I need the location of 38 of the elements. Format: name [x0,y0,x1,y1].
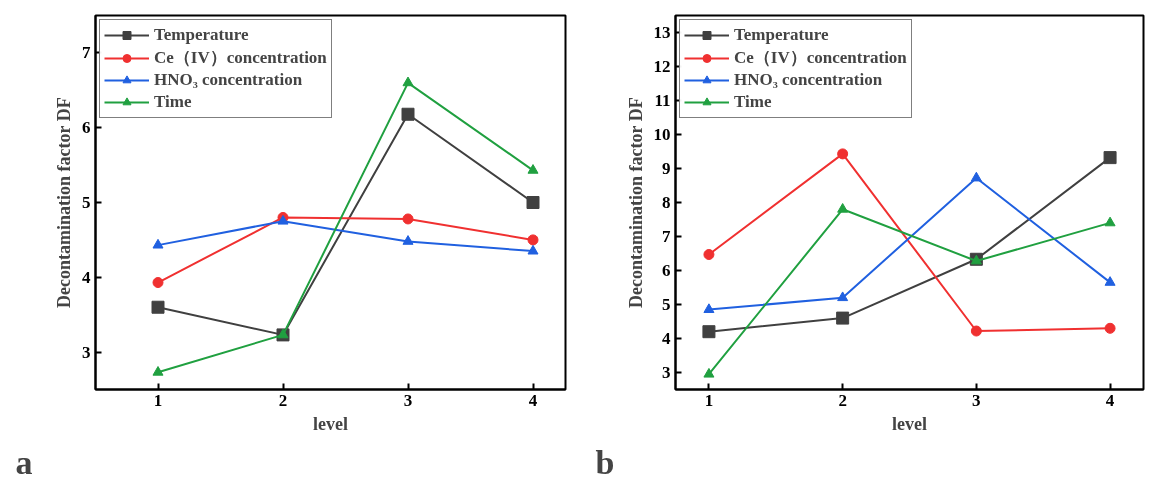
text: b [595,443,615,481]
y-tick-label: 12 [653,57,671,76]
y-tick-label: 3 [662,363,671,382]
legend-label: Ce（IV）concentration [154,47,327,69]
x-tick-label: 2 [838,390,847,410]
y-tick-label: 5 [82,193,91,212]
legend-label: Time [154,91,192,113]
x-tick-label: 3 [972,390,981,410]
y-tick-label: 7 [662,227,671,246]
text: a [15,443,33,481]
legend-label: Ce（IV）concentration [734,47,907,69]
y-tick-label: 8 [662,193,671,212]
x-axis-title: level [313,413,348,434]
y-axis-title: Decontamination factor DF [625,97,646,308]
x-tick-label: 4 [528,390,538,410]
x-tick-label: 4 [1105,390,1115,410]
x-tick-label: 1 [704,390,714,410]
y-axis-title: Decontamination factor DF [54,97,74,308]
legend-label: HNO₃ concentration [734,69,883,91]
x-axis-title: level [892,413,927,434]
y-tick-label: 11 [654,91,671,110]
legend-label: Temperature [734,24,829,46]
y-tick-label: 4 [82,267,91,287]
legend-label: HNO₃ concentration [154,69,303,91]
x-tick-label: 1 [153,390,163,410]
x-tick-label: 3 [403,390,413,410]
y-tick-label: 9 [662,159,671,178]
y-tick-label: 7 [82,43,91,63]
legend-label: Temperature [154,24,249,46]
x-tick-label: 2 [278,390,288,410]
legend-label: Time [734,91,772,113]
y-tick-label: 10 [653,125,671,144]
y-tick-label: 5 [662,295,671,314]
y-tick-label: 4 [662,329,671,348]
y-tick-label: 6 [82,118,91,138]
y-tick-label: 3 [82,342,91,362]
y-tick-label: 6 [662,261,671,280]
y-tick-label: 13 [653,23,671,42]
